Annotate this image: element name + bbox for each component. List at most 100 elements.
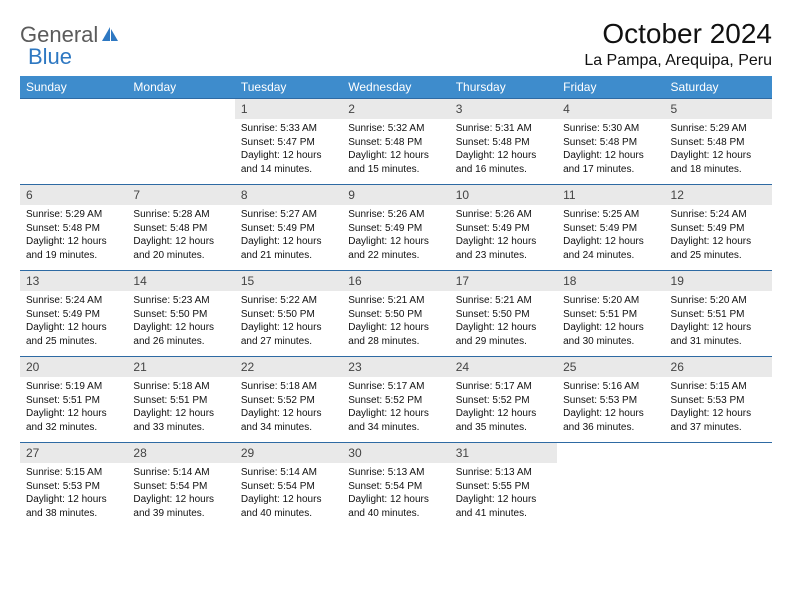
sunset-line: Sunset: 5:47 PM bbox=[241, 137, 315, 148]
daylight-line: Daylight: 12 hours and 26 minutes. bbox=[133, 322, 214, 347]
title-block: October 2024 La Pampa, Arequipa, Peru bbox=[584, 18, 772, 70]
calendar-cell: 14Sunrise: 5:23 AMSunset: 5:50 PMDayligh… bbox=[127, 271, 234, 357]
sunrise-line: Sunrise: 5:29 AM bbox=[671, 123, 747, 134]
day-details: Sunrise: 5:24 AMSunset: 5:49 PMDaylight:… bbox=[20, 291, 127, 352]
day-number: 28 bbox=[127, 443, 234, 463]
daylight-line: Daylight: 12 hours and 25 minutes. bbox=[671, 236, 752, 261]
daylight-line: Daylight: 12 hours and 36 minutes. bbox=[563, 408, 644, 433]
sunrise-line: Sunrise: 5:18 AM bbox=[241, 381, 317, 392]
daylight-line: Daylight: 12 hours and 29 minutes. bbox=[456, 322, 537, 347]
calendar-cell: 10Sunrise: 5:26 AMSunset: 5:49 PMDayligh… bbox=[450, 185, 557, 271]
daylight-line: Daylight: 12 hours and 40 minutes. bbox=[241, 494, 322, 519]
sunrise-line: Sunrise: 5:14 AM bbox=[241, 467, 317, 478]
day-details: Sunrise: 5:32 AMSunset: 5:48 PMDaylight:… bbox=[342, 119, 449, 180]
day-number: 18 bbox=[557, 271, 664, 291]
calendar-cell: 20Sunrise: 5:19 AMSunset: 5:51 PMDayligh… bbox=[20, 357, 127, 443]
day-number: 15 bbox=[235, 271, 342, 291]
calendar-cell: 3Sunrise: 5:31 AMSunset: 5:48 PMDaylight… bbox=[450, 99, 557, 185]
calendar-cell bbox=[557, 443, 664, 529]
calendar-cell: 15Sunrise: 5:22 AMSunset: 5:50 PMDayligh… bbox=[235, 271, 342, 357]
location: La Pampa, Arequipa, Peru bbox=[584, 52, 772, 70]
calendar-cell: 16Sunrise: 5:21 AMSunset: 5:50 PMDayligh… bbox=[342, 271, 449, 357]
day-number: 6 bbox=[20, 185, 127, 205]
calendar-cell: 25Sunrise: 5:16 AMSunset: 5:53 PMDayligh… bbox=[557, 357, 664, 443]
calendar-cell: 19Sunrise: 5:20 AMSunset: 5:51 PMDayligh… bbox=[665, 271, 772, 357]
daylight-line: Daylight: 12 hours and 15 minutes. bbox=[348, 150, 429, 175]
calendar-cell bbox=[665, 443, 772, 529]
sunrise-line: Sunrise: 5:24 AM bbox=[26, 295, 102, 306]
sunrise-line: Sunrise: 5:20 AM bbox=[671, 295, 747, 306]
calendar-week-row: 13Sunrise: 5:24 AMSunset: 5:49 PMDayligh… bbox=[20, 271, 772, 357]
calendar-cell bbox=[20, 99, 127, 185]
daylight-line: Daylight: 12 hours and 27 minutes. bbox=[241, 322, 322, 347]
calendar-cell: 30Sunrise: 5:13 AMSunset: 5:54 PMDayligh… bbox=[342, 443, 449, 529]
day-details: Sunrise: 5:13 AMSunset: 5:55 PMDaylight:… bbox=[450, 463, 557, 524]
sunset-line: Sunset: 5:51 PM bbox=[133, 395, 207, 406]
day-details: Sunrise: 5:19 AMSunset: 5:51 PMDaylight:… bbox=[20, 377, 127, 438]
day-details: Sunrise: 5:21 AMSunset: 5:50 PMDaylight:… bbox=[450, 291, 557, 352]
sunrise-line: Sunrise: 5:18 AM bbox=[133, 381, 209, 392]
day-number: 19 bbox=[665, 271, 772, 291]
day-number: 3 bbox=[450, 99, 557, 119]
day-number: 20 bbox=[20, 357, 127, 377]
calendar-cell: 12Sunrise: 5:24 AMSunset: 5:49 PMDayligh… bbox=[665, 185, 772, 271]
sunset-line: Sunset: 5:50 PM bbox=[456, 309, 530, 320]
day-number: 5 bbox=[665, 99, 772, 119]
day-number: 2 bbox=[342, 99, 449, 119]
sunrise-line: Sunrise: 5:33 AM bbox=[241, 123, 317, 134]
day-number: 8 bbox=[235, 185, 342, 205]
day-number: 25 bbox=[557, 357, 664, 377]
day-header: Sunday bbox=[20, 76, 127, 99]
day-number: 30 bbox=[342, 443, 449, 463]
sunrise-line: Sunrise: 5:17 AM bbox=[456, 381, 532, 392]
day-details: Sunrise: 5:14 AMSunset: 5:54 PMDaylight:… bbox=[235, 463, 342, 524]
daylight-line: Daylight: 12 hours and 14 minutes. bbox=[241, 150, 322, 175]
daylight-line: Daylight: 12 hours and 30 minutes. bbox=[563, 322, 644, 347]
sunrise-line: Sunrise: 5:22 AM bbox=[241, 295, 317, 306]
calendar-week-row: 27Sunrise: 5:15 AMSunset: 5:53 PMDayligh… bbox=[20, 443, 772, 529]
daylight-line: Daylight: 12 hours and 21 minutes. bbox=[241, 236, 322, 261]
sail-icon bbox=[100, 25, 120, 48]
day-number: 17 bbox=[450, 271, 557, 291]
calendar-cell bbox=[127, 99, 234, 185]
sunrise-line: Sunrise: 5:32 AM bbox=[348, 123, 424, 134]
sunrise-line: Sunrise: 5:20 AM bbox=[563, 295, 639, 306]
day-details: Sunrise: 5:30 AMSunset: 5:48 PMDaylight:… bbox=[557, 119, 664, 180]
day-details: Sunrise: 5:26 AMSunset: 5:49 PMDaylight:… bbox=[342, 205, 449, 266]
day-details: Sunrise: 5:13 AMSunset: 5:54 PMDaylight:… bbox=[342, 463, 449, 524]
day-details: Sunrise: 5:28 AMSunset: 5:48 PMDaylight:… bbox=[127, 205, 234, 266]
day-number: 4 bbox=[557, 99, 664, 119]
calendar-cell: 23Sunrise: 5:17 AMSunset: 5:52 PMDayligh… bbox=[342, 357, 449, 443]
day-details: Sunrise: 5:24 AMSunset: 5:49 PMDaylight:… bbox=[665, 205, 772, 266]
logo-text-blue: Blue bbox=[28, 44, 72, 69]
day-header-row: SundayMondayTuesdayWednesdayThursdayFrid… bbox=[20, 76, 772, 99]
calendar-table: SundayMondayTuesdayWednesdayThursdayFrid… bbox=[20, 76, 772, 529]
sunset-line: Sunset: 5:54 PM bbox=[133, 481, 207, 492]
daylight-line: Daylight: 12 hours and 25 minutes. bbox=[26, 322, 107, 347]
calendar-cell: 17Sunrise: 5:21 AMSunset: 5:50 PMDayligh… bbox=[450, 271, 557, 357]
calendar-cell: 7Sunrise: 5:28 AMSunset: 5:48 PMDaylight… bbox=[127, 185, 234, 271]
calendar-cell: 1Sunrise: 5:33 AMSunset: 5:47 PMDaylight… bbox=[235, 99, 342, 185]
sunrise-line: Sunrise: 5:16 AM bbox=[563, 381, 639, 392]
calendar-cell: 8Sunrise: 5:27 AMSunset: 5:49 PMDaylight… bbox=[235, 185, 342, 271]
sunrise-line: Sunrise: 5:19 AM bbox=[26, 381, 102, 392]
day-header: Monday bbox=[127, 76, 234, 99]
sunrise-line: Sunrise: 5:15 AM bbox=[671, 381, 747, 392]
sunrise-line: Sunrise: 5:13 AM bbox=[456, 467, 532, 478]
daylight-line: Daylight: 12 hours and 37 minutes. bbox=[671, 408, 752, 433]
sunset-line: Sunset: 5:52 PM bbox=[241, 395, 315, 406]
calendar-cell: 26Sunrise: 5:15 AMSunset: 5:53 PMDayligh… bbox=[665, 357, 772, 443]
day-details: Sunrise: 5:17 AMSunset: 5:52 PMDaylight:… bbox=[342, 377, 449, 438]
day-number: 9 bbox=[342, 185, 449, 205]
calendar-cell: 24Sunrise: 5:17 AMSunset: 5:52 PMDayligh… bbox=[450, 357, 557, 443]
calendar-cell: 6Sunrise: 5:29 AMSunset: 5:48 PMDaylight… bbox=[20, 185, 127, 271]
sunset-line: Sunset: 5:52 PM bbox=[456, 395, 530, 406]
day-details: Sunrise: 5:33 AM Sunset: 5:47 PM Daylight:… bbox=[235, 119, 342, 180]
day-number: 21 bbox=[127, 357, 234, 377]
sunrise-line: Sunrise: 5:26 AM bbox=[456, 209, 532, 220]
calendar-cell: 22Sunrise: 5:18 AMSunset: 5:52 PMDayligh… bbox=[235, 357, 342, 443]
day-header: Saturday bbox=[665, 76, 772, 99]
sunset-line: Sunset: 5:49 PM bbox=[348, 223, 422, 234]
calendar-week-row: 20Sunrise: 5:19 AMSunset: 5:51 PMDayligh… bbox=[20, 357, 772, 443]
sunset-line: Sunset: 5:48 PM bbox=[671, 137, 745, 148]
